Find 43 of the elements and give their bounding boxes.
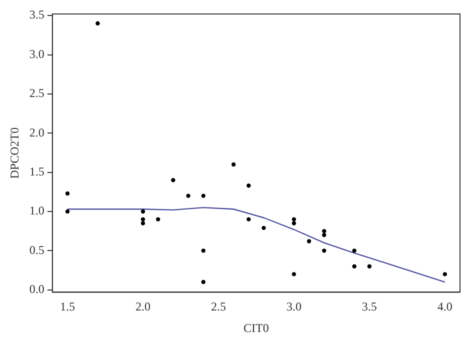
y-tick-label: 2.0: [29, 125, 44, 140]
point: [201, 194, 206, 198]
point: [231, 162, 236, 167]
point: [201, 248, 206, 253]
point: [65, 191, 70, 196]
y-tick-label: 3.5: [29, 8, 44, 22]
point: [140, 221, 146, 226]
x-tick-label: 4.0: [437, 300, 452, 314]
point: [186, 194, 190, 198]
point: [322, 228, 326, 234]
point: [367, 264, 372, 268]
point: [262, 226, 266, 230]
point: [352, 248, 356, 253]
point: [292, 272, 296, 276]
point: [442, 272, 448, 276]
point: [140, 217, 146, 222]
x-axis-title: CIT0: [244, 320, 269, 335]
y-tick-label: 2.5: [29, 86, 44, 100]
point: [352, 264, 356, 268]
point: [140, 209, 146, 214]
point: [306, 239, 312, 244]
y-tick-label: 0.0: [29, 282, 44, 296]
point: [65, 209, 70, 214]
x-tick-label: 3.5: [362, 300, 377, 314]
point: [322, 232, 326, 238]
point: [171, 178, 176, 182]
point: [292, 221, 296, 226]
x-tick-label: 3.0: [286, 300, 302, 314]
point: [292, 217, 296, 222]
point: [322, 248, 326, 253]
y-axis-title: DPCO2T0: [7, 127, 22, 179]
x-tick-label: 2.0: [135, 300, 150, 314]
point: [156, 217, 160, 222]
x-tick-label: 1.5: [60, 300, 75, 314]
point: [246, 217, 251, 222]
point: [201, 280, 206, 284]
point: [246, 184, 251, 188]
point: [96, 21, 100, 26]
y-tick-label: 0.5: [29, 242, 44, 257]
y-tick-label: 1.0: [29, 204, 44, 218]
x-tick-label: 2.5: [210, 300, 226, 314]
y-tick-label: 1.5: [29, 164, 44, 178]
y-tick-label: 3.0: [29, 46, 44, 61]
